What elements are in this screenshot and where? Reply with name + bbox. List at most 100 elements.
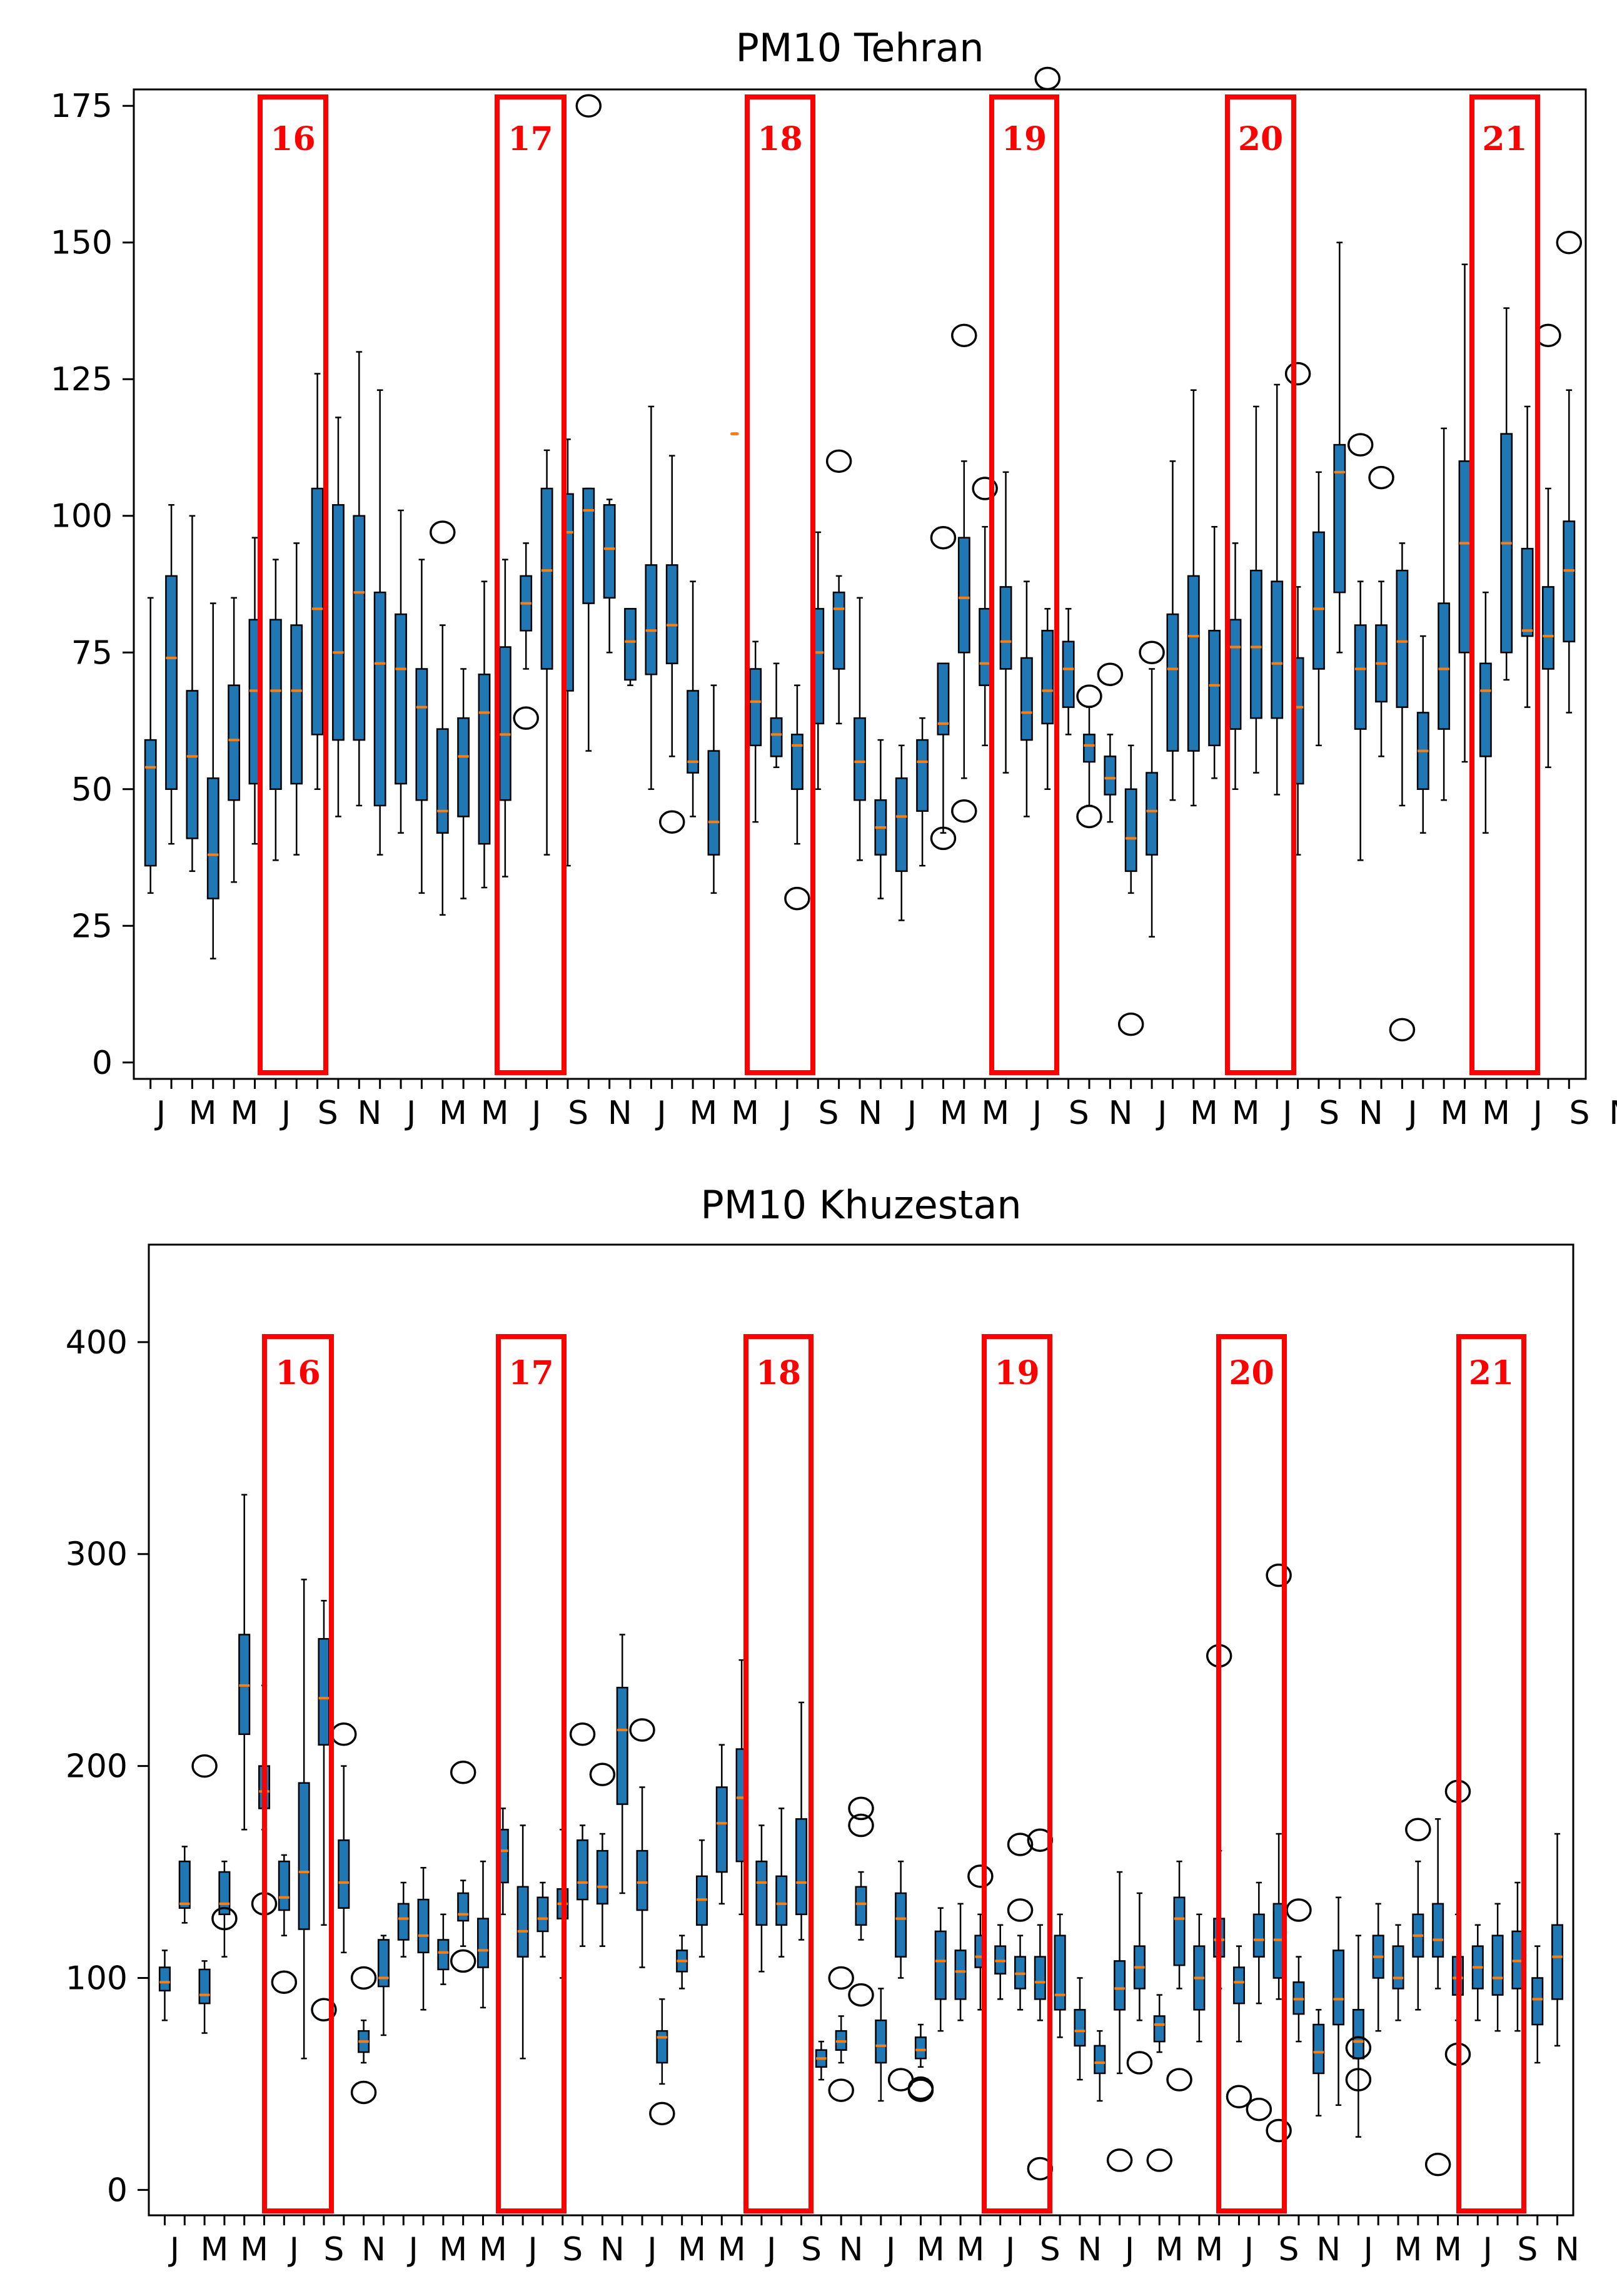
box-12 xyxy=(377,1934,390,2225)
iqr-box xyxy=(914,2036,927,2060)
outlier-point xyxy=(1347,433,1374,457)
outlier-point xyxy=(951,323,977,348)
iqr-box xyxy=(770,717,783,757)
box-48 xyxy=(1117,744,1144,1089)
iqr-box xyxy=(417,1898,430,1954)
iqr-box xyxy=(1458,460,1471,654)
x-tick-label: J xyxy=(280,1095,291,1132)
highlight-label: 19 xyxy=(994,1354,1039,1392)
iqr-box xyxy=(715,1786,728,1873)
iqr-box xyxy=(934,1930,947,2000)
x-tick-label: M xyxy=(689,1095,717,1132)
x-tick-label: J xyxy=(1281,1095,1292,1132)
box-3 xyxy=(186,515,199,1089)
outlier-point xyxy=(1345,2068,1372,2091)
box-8 xyxy=(298,1579,310,2225)
highlight-label: 21 xyxy=(1482,120,1527,158)
outlier-point xyxy=(1284,362,1311,386)
x-tick-label: J xyxy=(1531,1095,1543,1132)
outlier-point xyxy=(828,2078,854,2102)
outlier-point xyxy=(930,525,957,550)
iqr-box xyxy=(1020,657,1033,741)
box-16 xyxy=(450,1761,476,2225)
box-6 xyxy=(248,537,261,1089)
iqr-box xyxy=(954,1950,967,2000)
box-28 xyxy=(695,1839,708,2225)
highlight-label: 18 xyxy=(756,1354,801,1392)
iqr-box xyxy=(1354,624,1367,730)
box-14 xyxy=(415,559,428,1089)
box-64 xyxy=(1405,1818,1431,2225)
outlier-point xyxy=(1226,2085,1252,2108)
box-45 xyxy=(1062,608,1075,1089)
box-62 xyxy=(1416,635,1429,1089)
iqr-box xyxy=(1146,772,1158,856)
x-tick-label: J xyxy=(765,2231,776,2268)
box-23 xyxy=(589,1762,616,2225)
x-tick-label: M xyxy=(189,1095,217,1132)
box-57 xyxy=(1266,1563,1292,2225)
outlier-point xyxy=(951,799,977,823)
box-22 xyxy=(569,1722,596,2225)
box-35 xyxy=(828,1966,854,2225)
highlight-label: 17 xyxy=(508,1354,553,1392)
x-tick-label: S xyxy=(1319,1095,1339,1132)
iqr-box xyxy=(916,739,929,812)
outlier-point xyxy=(569,1722,596,1746)
iqr-box xyxy=(1114,1960,1126,2011)
outlier-point xyxy=(1117,1012,1144,1036)
box-67 xyxy=(1471,1924,1484,2225)
x-tick-label: M xyxy=(1394,2231,1422,2268)
outlier-point xyxy=(1106,2148,1133,2172)
box-22 xyxy=(575,94,602,1089)
highlight-box-20 xyxy=(1225,94,1296,1075)
iqr-box xyxy=(687,690,700,774)
box-16 xyxy=(457,668,470,1089)
x-tick-label: J xyxy=(655,1095,666,1132)
box-30 xyxy=(749,640,762,1089)
box-70 xyxy=(1531,1945,1544,2225)
box-51 xyxy=(1146,1994,1172,2225)
iqr-box xyxy=(1153,2015,1166,2043)
box-39 xyxy=(930,525,957,1089)
box-36 xyxy=(848,1796,874,2225)
x-tick-label: J xyxy=(405,1095,416,1132)
highlight-box-21 xyxy=(1469,94,1540,1075)
iqr-box xyxy=(707,750,720,856)
iqr-box xyxy=(1229,619,1242,730)
outlier-point xyxy=(589,1762,616,1786)
outlier-point xyxy=(350,1966,377,1990)
iqr-box xyxy=(186,690,199,839)
x-tick-label: S xyxy=(801,2231,822,2268)
iqr-box xyxy=(395,613,407,785)
x-tick-label: N xyxy=(1109,1095,1133,1132)
x-tick-label: M xyxy=(718,2231,746,2268)
iqr-box xyxy=(999,586,1012,670)
iqr-box xyxy=(1432,1903,1444,1958)
iqr-box xyxy=(1352,2009,1364,2060)
x-tick-label: M xyxy=(230,1095,258,1132)
y-tick-label: 125 xyxy=(51,361,113,398)
box-55 xyxy=(1226,1945,1252,2225)
box-19 xyxy=(513,542,539,1089)
outlier-point xyxy=(1345,2036,1372,2060)
outlier-point xyxy=(450,1761,476,1784)
highlight-label: 19 xyxy=(1002,120,1047,158)
iqr-box xyxy=(1208,630,1221,747)
iqr-box xyxy=(318,1638,330,1746)
box-26 xyxy=(649,1998,675,2225)
box-24 xyxy=(624,608,637,1089)
iqr-box xyxy=(1438,602,1451,730)
y-tick-label: 75 xyxy=(71,634,113,672)
y-tick-label: 0 xyxy=(92,1044,113,1082)
iqr-box xyxy=(1062,640,1075,708)
box-61 xyxy=(1345,1934,1372,2225)
x-tick-label: S xyxy=(323,2231,344,2268)
box-69 xyxy=(1511,1881,1524,2225)
box-64 xyxy=(1458,263,1471,1089)
box-25 xyxy=(629,1718,655,2225)
iqr-box xyxy=(979,608,992,686)
box-10 xyxy=(332,417,345,1089)
iqr-box xyxy=(415,668,428,801)
